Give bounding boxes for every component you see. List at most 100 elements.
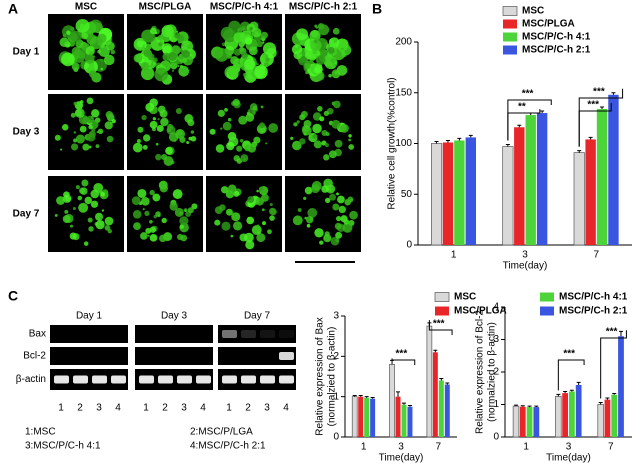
cell-blob bbox=[245, 240, 255, 250]
cell-blob bbox=[143, 134, 151, 142]
cell-blob bbox=[209, 128, 216, 135]
x-tick-label: 3 bbox=[566, 442, 572, 453]
cell-blob bbox=[103, 54, 115, 66]
cell-blob bbox=[261, 208, 265, 212]
cell-blob bbox=[161, 217, 167, 224]
significance: *** bbox=[522, 89, 534, 100]
cell-blob bbox=[323, 110, 330, 117]
cell-blob bbox=[217, 149, 221, 153]
cell-blob bbox=[97, 128, 104, 135]
cell-blob bbox=[299, 138, 306, 145]
row-label: Day 1 bbox=[13, 47, 40, 58]
cell-blob bbox=[260, 31, 268, 39]
gel bbox=[50, 347, 128, 365]
cell-blob bbox=[331, 65, 335, 69]
lane-number: 2 bbox=[77, 403, 83, 414]
cell-blob bbox=[133, 53, 143, 63]
cell-blob bbox=[258, 186, 264, 192]
error-bar bbox=[407, 405, 412, 407]
cell-blob bbox=[246, 216, 255, 225]
cell-blob bbox=[136, 139, 141, 144]
gel-band bbox=[111, 375, 126, 384]
bar bbox=[426, 325, 433, 438]
cell-blob bbox=[331, 101, 336, 106]
cell-blob bbox=[79, 100, 84, 104]
error-bar bbox=[598, 402, 603, 405]
cell-blob bbox=[262, 221, 266, 226]
significance: *** bbox=[433, 319, 445, 330]
legend-swatch bbox=[540, 306, 554, 316]
lane-number: 2 bbox=[162, 403, 168, 414]
cell-blob bbox=[296, 28, 309, 41]
gel-band bbox=[139, 375, 154, 384]
significance: ** bbox=[518, 102, 526, 113]
lane-number: 4 bbox=[200, 403, 206, 414]
lane-key: 1:MSC bbox=[25, 427, 56, 438]
cell-blob bbox=[88, 226, 94, 232]
significance: *** bbox=[593, 87, 605, 98]
cell-blob bbox=[256, 63, 259, 66]
cell-blob bbox=[100, 192, 106, 197]
significance: *** bbox=[396, 349, 408, 360]
cell-blob bbox=[224, 108, 228, 112]
cell-blob bbox=[262, 41, 265, 44]
error-bar bbox=[468, 134, 473, 138]
row-label: Day 7 bbox=[13, 209, 40, 220]
cell-blob bbox=[76, 104, 80, 108]
lane-key: 4:MSC/P/C-h 2:1 bbox=[190, 441, 266, 452]
cell-blob bbox=[230, 234, 234, 238]
cell-blob bbox=[137, 126, 144, 133]
cell-blob bbox=[168, 51, 178, 61]
error-bar bbox=[520, 405, 525, 407]
cell-blob bbox=[172, 189, 183, 199]
gel bbox=[218, 369, 296, 390]
cell-blob bbox=[155, 211, 161, 217]
error-bar bbox=[390, 359, 395, 365]
cell-blob bbox=[141, 114, 147, 121]
cell-blob bbox=[255, 197, 264, 206]
cell-blob bbox=[75, 134, 85, 144]
cell-blob bbox=[310, 39, 322, 52]
cell-blob bbox=[142, 144, 148, 150]
x-tick-label: 3 bbox=[522, 250, 528, 261]
bar bbox=[407, 406, 413, 437]
cell-blob bbox=[254, 65, 268, 79]
cell-blob bbox=[335, 215, 342, 222]
error-bar bbox=[433, 349, 438, 353]
cell-blob bbox=[98, 220, 104, 226]
gel-band bbox=[158, 375, 173, 384]
cell-blob bbox=[78, 202, 89, 213]
cell-blob bbox=[79, 125, 87, 133]
x-axis-label: Time(day) bbox=[546, 453, 591, 464]
gel-band bbox=[260, 330, 275, 338]
y-tick-label: 0 bbox=[493, 432, 499, 443]
cell-blob bbox=[328, 150, 337, 159]
cell-blob bbox=[251, 225, 262, 235]
cell-blob bbox=[88, 145, 92, 149]
cell-blob bbox=[303, 120, 312, 128]
cell-blob bbox=[158, 42, 163, 47]
column-header: MSC/P/C-h 4:1 bbox=[210, 2, 279, 13]
cell-blob bbox=[232, 221, 243, 231]
cell-blob bbox=[324, 143, 329, 148]
cell-blob bbox=[149, 189, 155, 196]
bar bbox=[364, 397, 370, 437]
cell-blob bbox=[240, 154, 249, 163]
error-bar bbox=[445, 139, 450, 143]
cell-blob bbox=[269, 202, 273, 207]
bar bbox=[454, 140, 465, 245]
gel-band bbox=[279, 375, 294, 384]
cell-blob bbox=[181, 49, 190, 58]
bar bbox=[604, 399, 611, 437]
cell-blob bbox=[90, 189, 100, 199]
cell-blob bbox=[60, 148, 63, 151]
gel-band bbox=[279, 352, 294, 360]
cell-blob bbox=[71, 143, 79, 151]
cell-blob bbox=[179, 224, 184, 229]
cell-blob bbox=[330, 236, 340, 246]
error-bar bbox=[577, 150, 582, 153]
cell-blob bbox=[99, 216, 102, 220]
cell-blob bbox=[186, 140, 190, 145]
bar bbox=[512, 405, 520, 438]
